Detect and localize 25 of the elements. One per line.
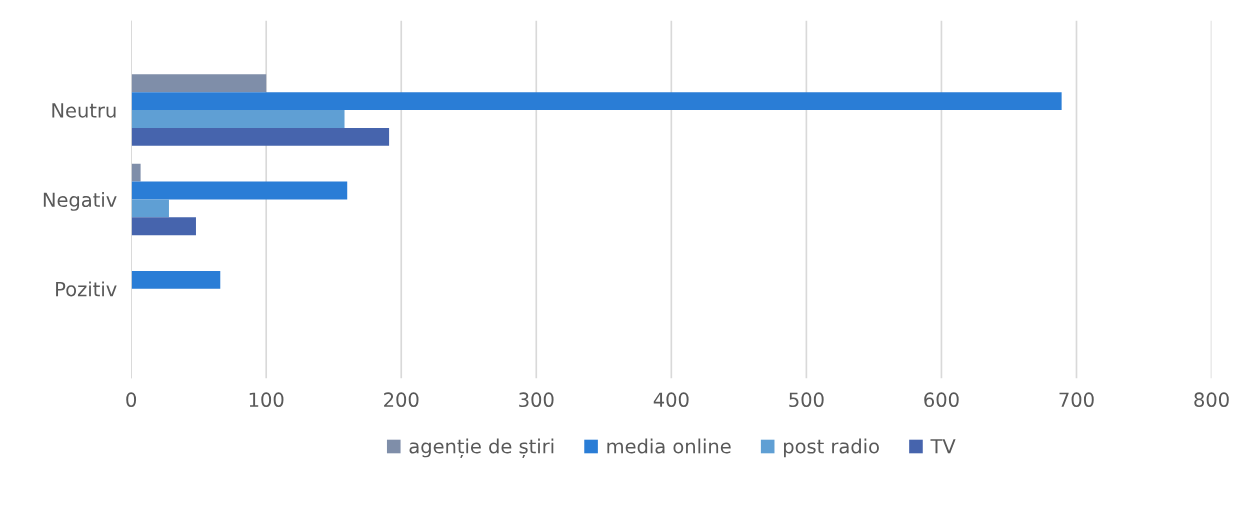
x-tick-label: 800 bbox=[1194, 392, 1229, 408]
x-tick-label: 0 bbox=[126, 392, 137, 408]
y-tick-label: Negativ bbox=[43, 192, 117, 211]
x-tick-label: 700 bbox=[1059, 392, 1094, 408]
x-tick-label: 600 bbox=[924, 392, 959, 408]
x-tick-label: 100 bbox=[249, 392, 284, 408]
legend-label: agenție de știri bbox=[409, 438, 554, 458]
bar bbox=[131, 199, 169, 218]
bar bbox=[131, 217, 196, 236]
y-tick-label: Pozitiv bbox=[56, 281, 117, 297]
x-tick-label: 300 bbox=[519, 392, 554, 408]
legend-label: TV bbox=[930, 439, 956, 454]
bar bbox=[131, 163, 141, 182]
x-tick-label: 400 bbox=[653, 392, 689, 408]
legend-label: post radio bbox=[784, 438, 879, 458]
bar bbox=[131, 92, 1062, 111]
bar bbox=[131, 127, 390, 146]
bar bbox=[131, 110, 345, 128]
x-tick-label: 500 bbox=[789, 392, 824, 408]
legend-label: media online bbox=[607, 438, 731, 454]
bar bbox=[131, 74, 267, 93]
bar bbox=[131, 270, 221, 289]
bar bbox=[131, 181, 348, 200]
x-tick-label: 200 bbox=[384, 392, 419, 408]
y-tick-label: Neutru bbox=[52, 103, 116, 118]
